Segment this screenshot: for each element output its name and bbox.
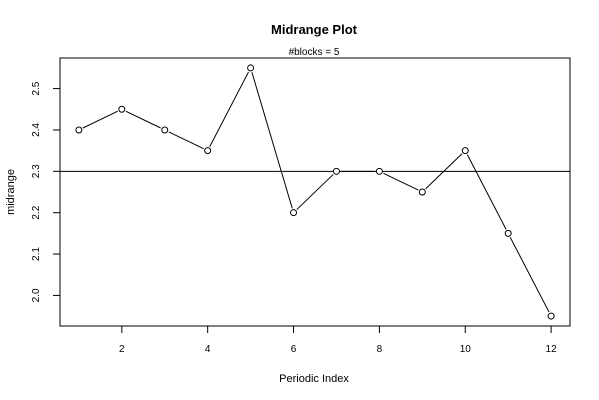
data-point — [332, 167, 340, 175]
series-segment — [251, 72, 293, 209]
y-axis: 2.0 2.1 2.2 2.3 2.4 2.5 — [31, 81, 61, 302]
data-point — [461, 147, 469, 155]
y-tick-label: 2.5 — [31, 81, 42, 95]
x-tick-label: 12 — [546, 344, 558, 355]
series-segment — [425, 153, 463, 190]
series-segment — [82, 110, 118, 129]
data-point — [290, 209, 298, 217]
x-tick-label: 6 — [291, 344, 297, 355]
data-point — [118, 105, 126, 113]
series-segment — [509, 237, 550, 313]
data-point — [204, 147, 212, 155]
y-tick-label: 2.1 — [31, 247, 42, 261]
series-segment — [383, 172, 419, 191]
x-tick-label: 8 — [377, 344, 383, 355]
data-point — [75, 126, 83, 134]
series-segment — [209, 71, 249, 147]
y-tick-label: 2.3 — [31, 164, 42, 178]
data-point — [375, 167, 383, 175]
data-point — [504, 229, 512, 237]
x-tick-label: 10 — [460, 344, 472, 355]
series-segment — [125, 110, 161, 129]
series-segment — [168, 131, 204, 150]
y-tick-label: 2.2 — [31, 205, 42, 219]
series-segment — [296, 174, 334, 210]
data-point — [161, 126, 169, 134]
x-tick-label: 2 — [119, 344, 125, 355]
chart-subtitle: #blocks = 5 — [289, 47, 340, 58]
series-segment — [466, 154, 507, 230]
y-tick-label: 2.0 — [31, 288, 42, 302]
y-axis-label: midrange — [5, 169, 17, 215]
y-tick-label: 2.4 — [31, 123, 42, 137]
data-point — [547, 312, 555, 320]
data-point — [418, 188, 426, 196]
x-axis-label: Periodic Index — [279, 373, 349, 385]
x-axis: 2 4 6 8 10 12 — [119, 325, 558, 355]
x-tick-label: 4 — [205, 344, 211, 355]
plot-layer — [60, 64, 570, 320]
chart-title: Midrange Plot — [271, 22, 358, 37]
data-point — [247, 64, 255, 72]
